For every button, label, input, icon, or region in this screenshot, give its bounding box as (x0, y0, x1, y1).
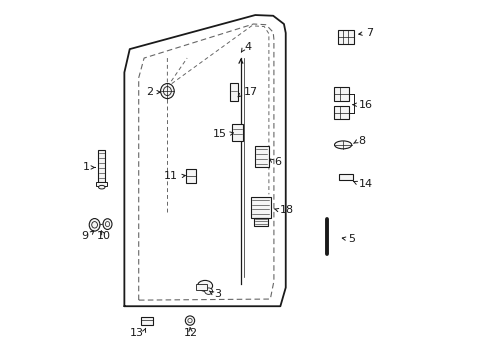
Bar (96, 182, 107, 186)
Bar (253, 218, 267, 226)
Ellipse shape (103, 219, 112, 229)
Bar (250, 197, 270, 218)
Text: 8: 8 (358, 136, 365, 145)
Circle shape (187, 319, 192, 323)
Bar (333, 87, 348, 101)
Text: 18: 18 (279, 206, 293, 216)
Text: 1: 1 (82, 162, 89, 172)
Text: 15: 15 (213, 129, 227, 139)
Circle shape (185, 316, 194, 325)
Ellipse shape (197, 280, 212, 291)
Ellipse shape (160, 84, 174, 99)
Bar (185, 169, 196, 183)
Text: 2: 2 (145, 87, 153, 97)
Text: 14: 14 (358, 179, 372, 189)
Ellipse shape (204, 288, 212, 294)
Ellipse shape (89, 219, 100, 231)
Bar (196, 284, 206, 291)
Text: 4: 4 (244, 42, 251, 52)
Ellipse shape (92, 222, 97, 228)
Bar (333, 107, 348, 119)
Bar (230, 83, 238, 101)
Text: 13: 13 (129, 328, 143, 338)
Text: 5: 5 (348, 234, 355, 244)
Ellipse shape (105, 222, 109, 226)
Text: 11: 11 (164, 171, 178, 181)
Bar (98, 149, 105, 182)
Text: 10: 10 (97, 231, 111, 240)
Bar (339, 174, 352, 180)
Bar (254, 146, 268, 167)
Bar (337, 30, 353, 44)
Ellipse shape (99, 185, 105, 189)
Text: 17: 17 (243, 87, 257, 97)
Text: 7: 7 (366, 28, 373, 38)
Text: 12: 12 (183, 328, 197, 338)
Ellipse shape (334, 141, 351, 149)
Text: 9: 9 (81, 231, 88, 240)
Bar (140, 317, 153, 325)
Text: 3: 3 (214, 289, 221, 299)
Ellipse shape (163, 87, 171, 95)
Text: 16: 16 (359, 100, 372, 110)
Bar (232, 125, 243, 140)
Text: 6: 6 (273, 157, 280, 167)
